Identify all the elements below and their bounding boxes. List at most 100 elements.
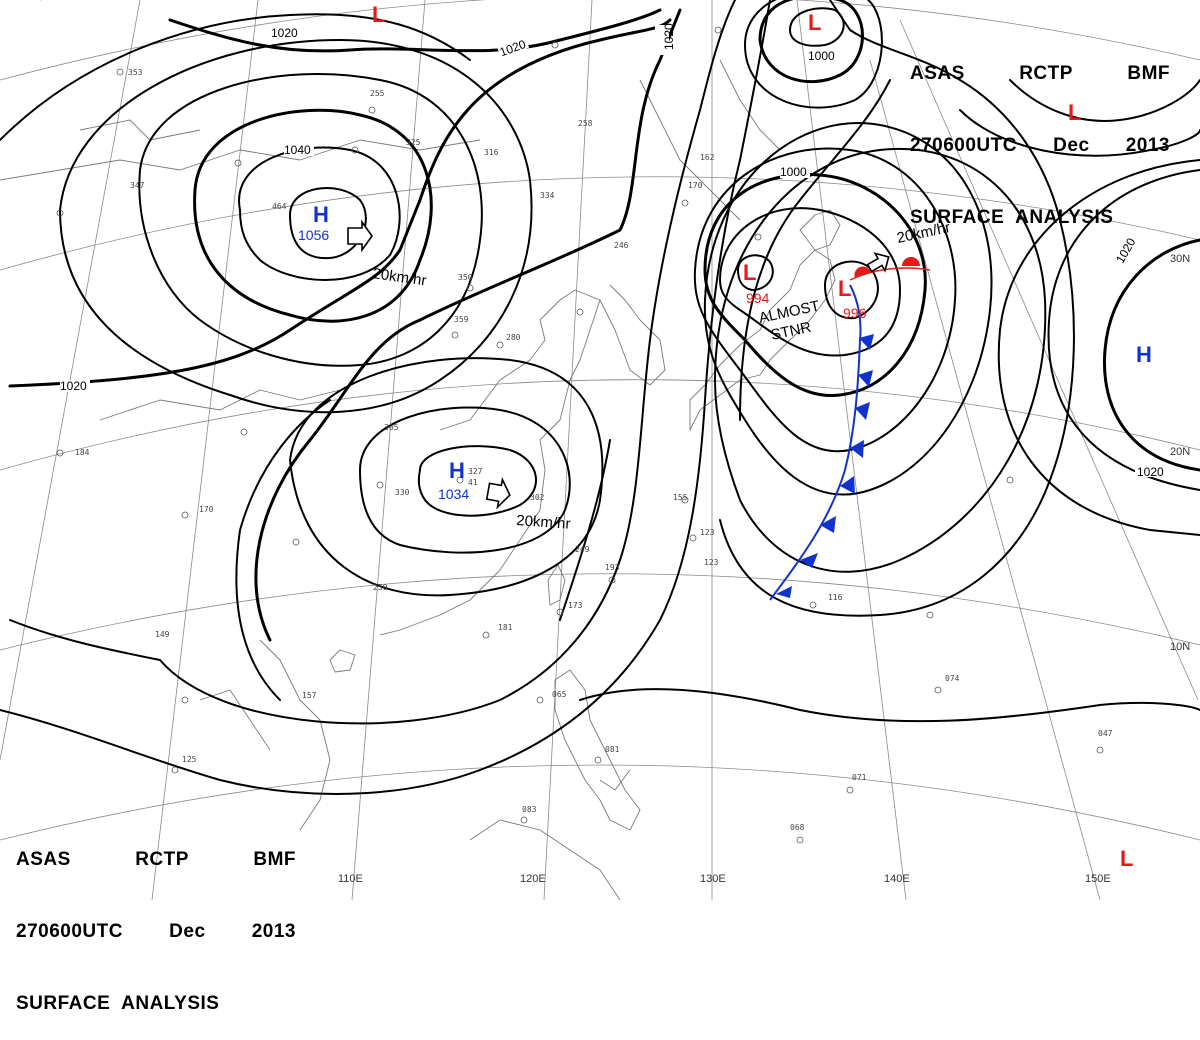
isobar-label: 1020 — [662, 23, 676, 50]
motion-arrows — [347, 219, 890, 510]
svg-text:125: 125 — [182, 755, 197, 764]
svg-text:074: 074 — [945, 674, 960, 683]
lon-label-140e: 140E — [884, 873, 910, 885]
low-center-symbol: L — [1120, 846, 1133, 871]
svg-text:155: 155 — [673, 493, 688, 502]
high-center-symbol: H — [449, 458, 465, 483]
low-center-pressure: 994 — [746, 290, 770, 306]
svg-text:170: 170 — [199, 505, 214, 514]
isobar-label: 1040 — [284, 143, 311, 157]
title-time: 270600UTC — [910, 135, 1017, 156]
title-product: SURFACE ANALYSIS — [910, 207, 1114, 228]
title-code: BMF — [253, 849, 296, 870]
svg-text:157: 157 — [302, 691, 317, 700]
low-center-pressure: 996 — [843, 305, 867, 321]
low-center-symbol: L — [372, 2, 385, 27]
motion-speed-label: 20km/hr — [516, 512, 571, 533]
chart-title-top: ASAS RCTP BMF 270600UTC Dec 2013 SURFACE… — [910, 14, 1170, 254]
svg-text:047: 047 — [1098, 729, 1113, 738]
svg-text:359: 359 — [454, 315, 469, 324]
station-plots — [56, 26, 1104, 844]
isobar-label: 1000 — [780, 165, 807, 179]
svg-text:193: 193 — [605, 563, 620, 572]
pressure-centers: H 1056 H 1034 H L L 1000 L L 994 L 996 L — [298, 2, 1152, 871]
title-station: RCTP — [135, 849, 189, 870]
title-month: Dec — [169, 921, 206, 942]
chart-title-bottom: ASAS RCTP BMF 270600UTC Dec 2013 SURFACE… — [16, 800, 296, 1040]
high-center-symbol: H — [313, 202, 329, 227]
svg-text:249: 249 — [575, 545, 590, 554]
lon-label-150e: 150E — [1085, 873, 1111, 885]
high-center-pressure: 1056 — [298, 227, 329, 243]
low-center-symbol: L — [808, 10, 821, 35]
weather-map: 110E 120E 130E 140E 150E 30N 20N 10N — [0, 0, 1200, 900]
svg-text:162: 162 — [700, 153, 715, 162]
isobar-label: 1020 — [271, 26, 298, 40]
svg-text:302: 302 — [530, 493, 545, 502]
title-row-1: ASAS RCTP BMF — [16, 848, 296, 872]
low-center-symbol: L — [838, 276, 851, 301]
svg-text:123: 123 — [704, 558, 719, 567]
title-station: RCTP — [1019, 63, 1073, 84]
svg-text:330: 330 — [395, 488, 410, 497]
lat-label-30n: 30N — [1170, 253, 1190, 265]
title-year: 2013 — [251, 921, 296, 942]
svg-text:068: 068 — [790, 823, 805, 832]
title-code: BMF — [1127, 63, 1170, 84]
svg-text:327: 327 — [468, 467, 483, 476]
title-month: Dec — [1053, 135, 1090, 156]
svg-text:325: 325 — [406, 138, 421, 147]
low-center-symbol: L — [743, 260, 756, 285]
svg-text:350: 350 — [458, 273, 473, 282]
high-center-pressure: 1034 — [438, 486, 469, 502]
title-year: 2013 — [1125, 135, 1170, 156]
svg-text:353: 353 — [128, 68, 143, 77]
graticule-labels: 110E 120E 130E 140E 150E 30N 20N 10N — [338, 253, 1190, 885]
low-center-isobar: 1000 — [808, 49, 835, 63]
svg-text:181: 181 — [498, 623, 513, 632]
svg-text:347: 347 — [130, 181, 145, 190]
svg-text:464: 464 — [272, 202, 287, 211]
svg-text:258: 258 — [578, 119, 593, 128]
lat-label-20n: 20N — [1170, 446, 1190, 458]
lon-label-110e: 110E — [338, 873, 363, 885]
svg-text:149: 149 — [155, 630, 170, 639]
cold-front — [769, 284, 874, 601]
svg-text:071: 071 — [852, 773, 867, 782]
title-agency: ASAS — [16, 849, 71, 870]
svg-text:170: 170 — [688, 181, 703, 190]
svg-text:173: 173 — [568, 601, 583, 610]
coastlines — [0, 59, 841, 900]
title-row-1: ASAS RCTP BMF — [910, 62, 1170, 86]
svg-text:065: 065 — [552, 690, 567, 699]
svg-text:116: 116 — [828, 593, 843, 602]
title-time: 270600UTC — [16, 921, 123, 942]
svg-text:305: 305 — [384, 423, 399, 432]
graticule — [0, 0, 1200, 900]
isobars — [0, 0, 1200, 795]
warm-front — [849, 257, 931, 281]
svg-text:083: 083 — [522, 805, 537, 814]
svg-text:246: 246 — [614, 241, 629, 250]
svg-text:334: 334 — [540, 191, 555, 200]
lon-label-130e: 130E — [700, 873, 726, 885]
svg-text:41: 41 — [468, 478, 478, 487]
svg-text:250: 250 — [373, 583, 388, 592]
svg-text:123: 123 — [700, 528, 715, 537]
station-values: 327 41 302 280 350 359 246 305 330 250 1… — [75, 68, 1113, 832]
isobar-label: 1020 — [1137, 465, 1164, 479]
lat-label-10n: 10N — [1170, 641, 1190, 653]
svg-text:316: 316 — [484, 148, 499, 157]
title-row-2: 270600UTC Dec 2013 — [16, 920, 296, 944]
title-row-2: 270600UTC Dec 2013 — [910, 134, 1170, 158]
low-center-symbol: L — [1068, 100, 1081, 125]
svg-text:081: 081 — [605, 745, 620, 754]
svg-text:184: 184 — [75, 448, 90, 457]
title-agency: ASAS — [910, 63, 965, 84]
svg-text:280: 280 — [506, 333, 521, 342]
high-center-symbol: H — [1136, 342, 1152, 367]
svg-text:255: 255 — [370, 89, 385, 98]
title-product: SURFACE ANALYSIS — [16, 993, 220, 1014]
lon-label-120e: 120E — [520, 873, 546, 885]
isobar-label: 1020 — [60, 379, 87, 393]
